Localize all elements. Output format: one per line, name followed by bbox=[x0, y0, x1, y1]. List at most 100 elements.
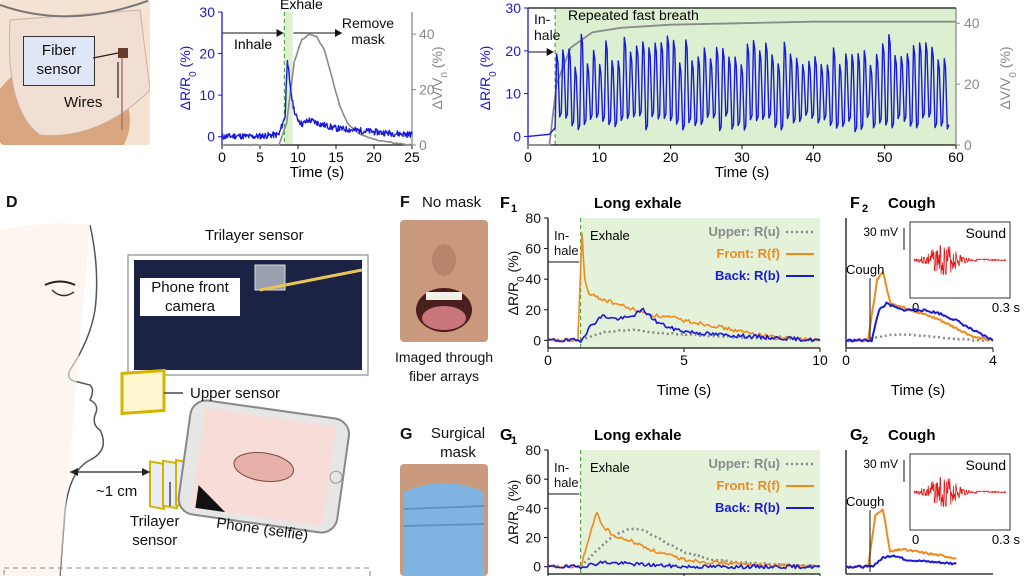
inhale-label: hale bbox=[534, 27, 561, 43]
mv-scale-label: 30 mV bbox=[863, 225, 898, 239]
x-tick-label: 20 bbox=[366, 149, 382, 165]
remove-mask-label: Remove bbox=[342, 15, 394, 31]
exhale-label: Exhale bbox=[590, 460, 630, 475]
y-tick-label: 30 bbox=[199, 4, 215, 20]
y-tick-label: 80 bbox=[525, 210, 541, 226]
inset-x-tick-label: 0 bbox=[912, 300, 919, 315]
y2-tick-label: 20 bbox=[419, 82, 435, 98]
x-tick-label: 10 bbox=[592, 149, 608, 165]
legend-entry: Front: R(f) bbox=[716, 246, 780, 261]
cough-label: Cough bbox=[846, 262, 884, 277]
x-tick-label: 0 bbox=[544, 352, 552, 368]
panel-subscript: 1 bbox=[511, 435, 517, 447]
x-tick-label: 25 bbox=[404, 149, 420, 165]
x-tick-label: 10 bbox=[812, 352, 828, 368]
y-tick-label: 20 bbox=[199, 46, 215, 62]
x-axis-label: Time (s) bbox=[290, 164, 344, 181]
y-tick-label: 0 bbox=[513, 128, 521, 144]
mv-scale-label: 30 mV bbox=[863, 457, 898, 471]
panel-d-letter: D bbox=[6, 194, 18, 211]
exhale-band bbox=[580, 450, 820, 574]
phone-front-camera-label: Phone front camera bbox=[140, 278, 240, 316]
cough-label: Cough bbox=[846, 494, 884, 509]
y-axis-label-right: ΔV/V0 (%) bbox=[429, 46, 447, 109]
series-back bbox=[845, 301, 994, 343]
x-tick-label: 60 bbox=[948, 149, 964, 165]
inhale-label: hale bbox=[554, 475, 579, 490]
remove-mask-label: mask bbox=[351, 31, 385, 47]
panel-letter: G bbox=[500, 427, 512, 444]
inhale-label: hale bbox=[554, 243, 579, 258]
panel-title: Cough bbox=[888, 427, 935, 444]
sound-waveform bbox=[913, 477, 1007, 507]
panel-f-title: No mask bbox=[422, 194, 482, 211]
x-tick-label: 30 bbox=[734, 149, 750, 165]
x-tick-label: 5 bbox=[256, 149, 264, 165]
panel-title: Long exhale bbox=[594, 427, 682, 444]
chart-b: 0 10 20 30 40 50 60010203002040In-haleRepeated… bbox=[477, 0, 1019, 181]
distance-label: ~1 cm bbox=[96, 483, 138, 500]
y-tick-label: 40 bbox=[525, 271, 541, 287]
exhale-band bbox=[580, 218, 820, 348]
y-axis-label: ΔR/R0 (%) bbox=[505, 251, 527, 316]
y-tick-label: 10 bbox=[199, 87, 215, 103]
y-tick-label: 40 bbox=[525, 500, 541, 516]
no-mask-photo bbox=[400, 220, 488, 342]
wires-label: Wires bbox=[64, 94, 103, 111]
series-resistance bbox=[221, 59, 413, 140]
inhale-label: In- bbox=[554, 460, 569, 475]
chart-f2: F 2 Cough 0 4 Time (s) Cough 30 mV Sound 0 0.3 s bbox=[842, 195, 1021, 399]
y-axis-label-left: ΔR/R0 (%) bbox=[177, 46, 199, 111]
inhale-label: In- bbox=[534, 11, 551, 27]
legend-entry: Back: R(b) bbox=[715, 268, 780, 283]
y2-tick-label: 0 bbox=[419, 137, 427, 153]
y-axis-label-left: ΔR/R0 (%) bbox=[477, 46, 499, 111]
fiber-sensor-arrow bbox=[92, 52, 119, 98]
y-tick-label: 20 bbox=[525, 530, 541, 546]
y-axis-label: ΔR/R0 (%) bbox=[505, 480, 527, 545]
panel-d-illustration bbox=[0, 223, 371, 576]
trilayer-sensor-top-label: Trilayer sensor bbox=[205, 227, 304, 244]
panel-title: Cough bbox=[888, 195, 935, 212]
chart-g1: 0 20 40 60 80 G1 Long exhale In-hale Exhale Upper… bbox=[500, 427, 821, 576]
y2-tick-label: 20 bbox=[964, 76, 980, 92]
x-tick-label: 5 bbox=[680, 352, 688, 368]
chart-g2: G 2 Cough Cough 30 mV Sound 0 0.3 s bbox=[845, 427, 1021, 575]
sound-label: Sound bbox=[966, 457, 1006, 473]
fiber-sensor-callout: Fiber sensor bbox=[23, 36, 95, 86]
legend-entry: Back: R(b) bbox=[715, 500, 780, 515]
series-back bbox=[547, 307, 821, 344]
legend-entry: Upper: R(u) bbox=[709, 456, 781, 471]
sound-waveform bbox=[913, 245, 1007, 275]
exhale-band bbox=[284, 12, 293, 145]
exhale-label: Exhale bbox=[280, 0, 323, 12]
y-axis-label-right: ΔV/V0 (%) bbox=[997, 46, 1019, 109]
x-tick-label: 15 bbox=[328, 149, 344, 165]
x-tick-label: 0 bbox=[842, 352, 850, 368]
x-tick-label: 50 bbox=[877, 149, 893, 165]
panel-subscript: 1 bbox=[511, 203, 517, 215]
x-axis-label: Time (s) bbox=[715, 164, 769, 181]
trilayer-sensor-bottom-label: Trilayer sensor bbox=[130, 513, 180, 549]
panel-letter: G bbox=[850, 427, 862, 444]
chart-f1: 0 5 10 0 20 40 60 80 F 1 Long exhale In-hale Exhale U… bbox=[500, 195, 828, 399]
y-tick-label: 20 bbox=[505, 43, 521, 59]
series-resistance bbox=[527, 33, 950, 138]
x-tick-label: 20 bbox=[663, 149, 679, 165]
inset-x-tick-label: 0.3 s bbox=[992, 300, 1021, 315]
x-tick-label: 0 bbox=[218, 149, 226, 165]
panel-f-letter: F bbox=[400, 194, 410, 211]
inset-x-tick-label: 0.3 s bbox=[992, 532, 1021, 547]
x-tick-label: 10 bbox=[290, 149, 306, 165]
series-back bbox=[547, 560, 821, 570]
panel-title: Long exhale bbox=[594, 195, 682, 212]
y-tick-label: 60 bbox=[525, 241, 541, 257]
inhale-label: In- bbox=[554, 228, 569, 243]
x-tick-label: 40 bbox=[806, 149, 822, 165]
remove-arrowhead bbox=[335, 29, 342, 37]
legend-entry: Upper: R(u) bbox=[709, 224, 781, 239]
repeated-breath-label: Repeated fast breath bbox=[568, 7, 699, 23]
panel-g-letter: G bbox=[400, 426, 413, 443]
x-tick-label: 4 bbox=[989, 352, 997, 368]
panel-letter: F bbox=[850, 195, 860, 212]
